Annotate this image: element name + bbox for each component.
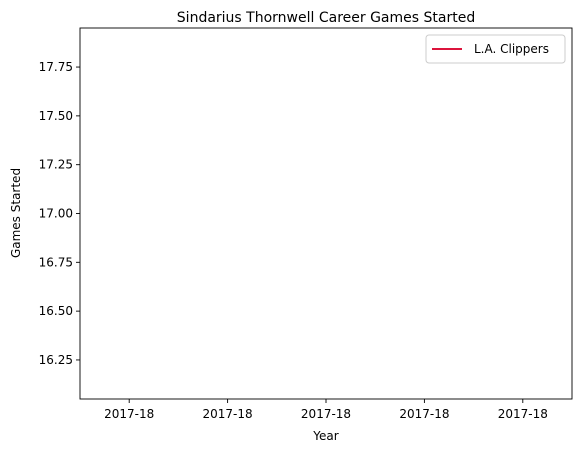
x-tick-label: 2017-18 [301, 407, 351, 421]
y-axis-title: Games Started [9, 168, 23, 258]
y-tick-label: 16.50 [39, 304, 73, 318]
legend-box [425, 34, 566, 64]
x-tick-label: 2017-18 [399, 407, 449, 421]
y-tick-label: 16.75 [39, 255, 73, 269]
plot-area [79, 27, 573, 400]
plot-background [80, 28, 572, 399]
x-axis-title: Year [312, 429, 338, 443]
y-tick-label: 16.25 [39, 353, 73, 367]
y-tick-label: 17.75 [39, 60, 73, 74]
y-tick-label: 17.50 [39, 109, 73, 123]
y-axis: 16.25 16.50 16.75 17.00 17.25 17.50 17.75 [39, 60, 80, 367]
x-tick-label: 2017-18 [104, 407, 154, 421]
x-tick-label: 2017-18 [203, 407, 253, 421]
y-tick-label: 17.25 [39, 158, 73, 172]
x-tick-label: 2017-18 [498, 407, 548, 421]
y-tick-label: 17.00 [39, 207, 73, 221]
x-axis: 2017-18 2017-18 2017-18 2017-18 2017-18 [104, 399, 548, 421]
legend-label: L.A. Clippers [474, 42, 549, 56]
chart-title: Sindarius Thornwell Career Games Started [177, 10, 475, 26]
legend: L.A. Clippers [425, 34, 566, 64]
